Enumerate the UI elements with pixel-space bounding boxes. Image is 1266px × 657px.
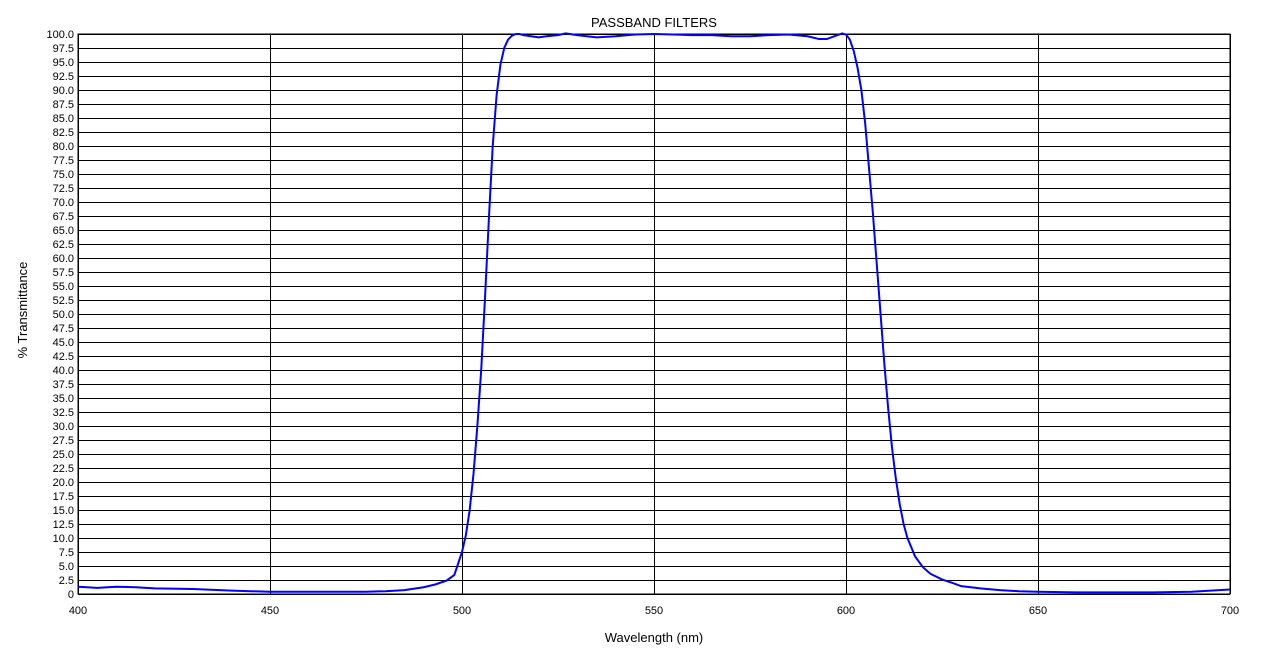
- y-tick-label: 35.0: [53, 393, 74, 405]
- x-tick-label: 550: [645, 605, 663, 617]
- y-tick-label: 20.0: [53, 477, 74, 489]
- x-tick-label: 650: [1029, 605, 1047, 617]
- x-tick-label: 400: [69, 605, 87, 617]
- y-tick-label: 17.5: [53, 491, 74, 503]
- y-tick-label: 15.0: [53, 505, 74, 517]
- y-tick-label: 30.0: [53, 421, 74, 433]
- y-tick-label: 85.0: [53, 113, 74, 125]
- y-tick-label: 40.0: [53, 365, 74, 377]
- y-tick-label: 0: [68, 589, 74, 601]
- y-tick-label: 2.5: [59, 575, 74, 587]
- y-tick-label: 65.0: [53, 225, 74, 237]
- y-tick-label: 80.0: [53, 141, 74, 153]
- y-tick-label: 50.0: [53, 309, 74, 321]
- grid: [78, 34, 1231, 595]
- y-tick-label: 37.5: [53, 379, 74, 391]
- y-tick-label: 95.0: [53, 57, 74, 69]
- x-tick-label: 500: [453, 605, 471, 617]
- y-axis-label: % Transmittance: [15, 262, 30, 359]
- y-tick-label: 25.0: [53, 449, 74, 461]
- y-tick-label: 87.5: [53, 99, 74, 111]
- x-tick-label: 700: [1221, 605, 1239, 617]
- y-tick-label: 57.5: [53, 267, 74, 279]
- y-tick-label: 5.0: [59, 561, 74, 573]
- y-tick-label: 67.5: [53, 211, 74, 223]
- x-tick-label: 600: [837, 605, 855, 617]
- y-tick-label: 10.0: [53, 533, 74, 545]
- y-tick-label: 75.0: [53, 169, 74, 181]
- y-tick-label: 100.0: [46, 29, 74, 41]
- y-tick-label: 47.5: [53, 323, 74, 335]
- y-tick-label: 90.0: [53, 85, 74, 97]
- y-tick-label: 12.5: [53, 519, 74, 531]
- x-axis-tick-labels: 400 450 500 550 600 650 700: [69, 605, 1239, 617]
- y-tick-label: 52.5: [53, 295, 74, 307]
- y-tick-label: 22.5: [53, 463, 74, 475]
- x-axis-label: Wavelength (nm): [605, 630, 704, 645]
- y-tick-label: 92.5: [53, 71, 74, 83]
- y-tick-label: 77.5: [53, 155, 74, 167]
- y-tick-label: 60.0: [53, 253, 74, 265]
- y-tick-label: 45.0: [53, 337, 74, 349]
- y-tick-label: 97.5: [53, 43, 74, 55]
- y-tick-label: 70.0: [53, 197, 74, 209]
- y-tick-label: 7.5: [59, 547, 74, 559]
- chart-title: PASSBAND FILTERS: [591, 15, 717, 30]
- y-tick-label: 62.5: [53, 239, 74, 251]
- y-tick-label: 32.5: [53, 407, 74, 419]
- y-tick-label: 72.5: [53, 183, 74, 195]
- transmittance-series-line: [77, 32, 1231, 594]
- y-tick-label: 42.5: [53, 351, 74, 363]
- x-tick-label: 450: [261, 605, 279, 617]
- y-tick-label: 55.0: [53, 281, 74, 293]
- y-axis-tick-labels: 0 2.5 5.0 7.5 10.0 12.5 15.0 17.5 20.0 22.5 25.0 27…: [46, 29, 74, 601]
- y-tick-label: 27.5: [53, 435, 74, 447]
- y-tick-label: 82.5: [53, 127, 74, 139]
